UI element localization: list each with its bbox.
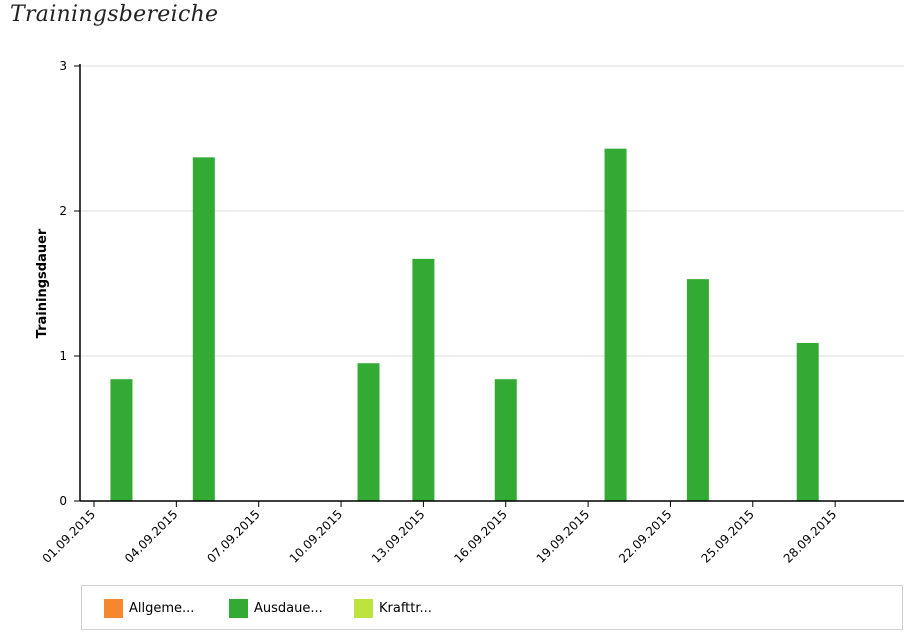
legend-label: Krafttr... xyxy=(379,600,432,616)
y-tick-label: 2 xyxy=(59,204,67,218)
bar xyxy=(110,379,133,501)
x-tick-label: 13.09.2015 xyxy=(369,507,427,565)
bar xyxy=(494,379,517,501)
legend-label: Ausdaue... xyxy=(254,600,323,616)
x-tick-label: 01.09.2015 xyxy=(40,507,98,565)
bar-chart: 0 1 2 3 Trainingsdauer 01.09.2015 04.09.2015 07… xyxy=(35,59,904,566)
legend-swatch xyxy=(104,598,123,618)
legend-label: Allgeme... xyxy=(129,600,195,616)
y-tick-label: 1 xyxy=(59,349,67,363)
bar xyxy=(192,157,215,501)
y-axis-label: Trainingsdauer xyxy=(35,228,50,338)
bar xyxy=(686,279,709,501)
x-tick-label: 10.09.2015 xyxy=(287,507,345,565)
x-tick-label: 07.09.2015 xyxy=(204,507,262,565)
x-tick-label: 25.09.2015 xyxy=(698,507,756,565)
legend-swatch xyxy=(229,598,248,618)
bar xyxy=(412,258,435,501)
x-tick-label: 16.09.2015 xyxy=(451,507,509,565)
legend-item-ausdauer[interactable]: Ausdaue... xyxy=(229,598,323,618)
bar xyxy=(796,342,819,501)
chart-title: Trainingsbereiche xyxy=(10,2,219,27)
x-tick-label: 04.09.2015 xyxy=(122,507,180,565)
y-tick-label: 0 xyxy=(59,494,67,508)
legend-item-krafttraining[interactable]: Krafttr... xyxy=(354,598,432,618)
x-tick-label: 19.09.2015 xyxy=(534,507,592,565)
legend: Allgeme... Ausdaue... Krafttr... xyxy=(81,585,903,630)
y-tick-label: 3 xyxy=(59,59,67,73)
legend-item-allgemein[interactable]: Allgeme... xyxy=(104,598,194,618)
legend-swatch xyxy=(354,598,373,618)
bar xyxy=(357,363,380,501)
bar xyxy=(604,148,627,501)
x-tick-label: 28.09.2015 xyxy=(781,507,839,565)
x-tick-label: 22.09.2015 xyxy=(616,507,674,565)
